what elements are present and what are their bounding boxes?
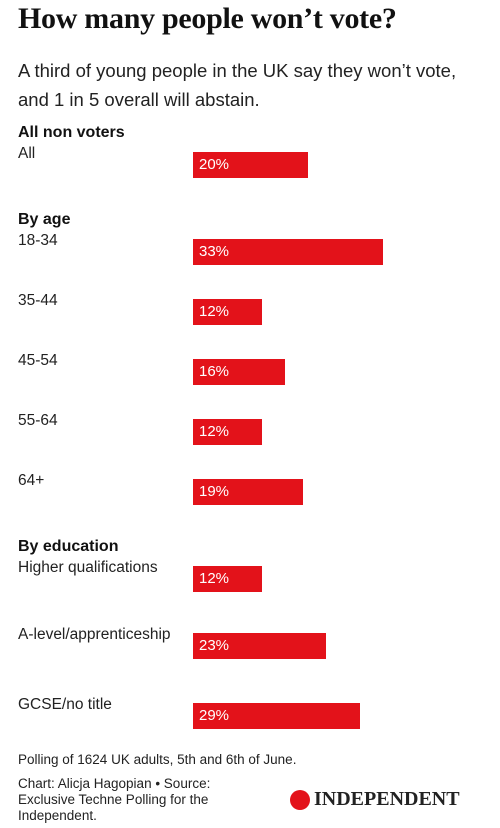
credit: Chart: Alicja Hagopian • Source: Exclusi… [18,776,211,823]
category-label: 64+ [18,472,45,489]
bar: 12% [193,299,263,325]
value-label: 33% [199,243,230,260]
bar: 16% [193,359,286,385]
value-label: 19% [199,483,230,500]
category-label: 45-54 [18,352,58,369]
chart-title: How many people won’t vote? [18,2,397,35]
category-label: Higher qualifications [18,559,158,576]
value-label: 12% [199,303,230,320]
value-label: 16% [199,363,230,380]
logo-mark [290,789,310,810]
category-label: GCSE/no title [18,696,112,713]
category-label: A-level/apprenticeship [18,626,171,643]
category-label: 35-44 [18,292,58,309]
bar: 12% [193,419,263,445]
value-label: 29% [199,707,230,724]
logo-text: INDEPENDENT [314,788,460,810]
group-heading: By education [18,538,119,555]
value-label: 20% [199,156,230,173]
bar: 29% [193,703,361,729]
logo: INDEPENDENT [290,788,460,811]
group-heading: By age [18,211,71,228]
value-label: 12% [199,423,230,440]
value-label: 23% [199,637,230,654]
category-label: 55-64 [18,412,58,429]
bar: 12% [193,566,263,592]
category-label: 18-34 [18,232,58,249]
value-label: 12% [199,570,230,587]
bar: 23% [193,633,326,659]
bar: 19% [193,479,303,505]
bar: 33% [193,239,384,265]
bar: 20% [193,152,309,178]
note: Polling of 1624 UK adults, 5th and 6th o… [18,752,297,767]
group-heading: All non voters [18,124,125,141]
category-label: All [18,145,36,162]
chart-subtitle: A third of young people in the UK say th… [18,60,457,110]
